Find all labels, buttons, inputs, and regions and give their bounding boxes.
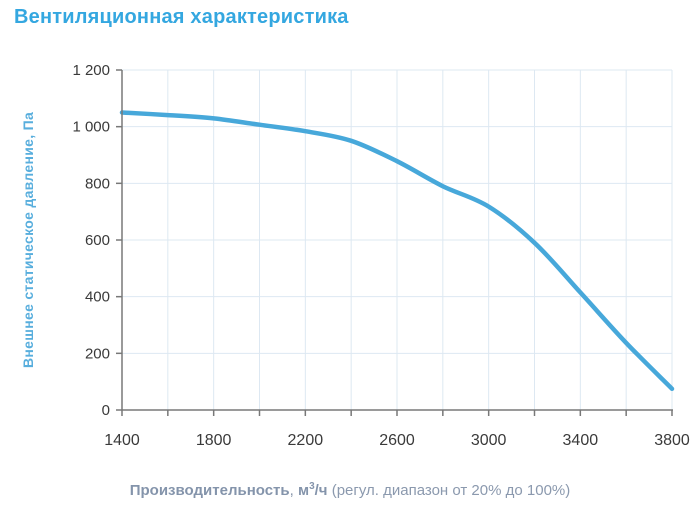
- x-tick-label: 2200: [288, 432, 324, 449]
- y-tick-label: 1 200: [72, 62, 110, 79]
- x-axis-unit-sup: 3: [309, 481, 315, 492]
- x-axis-title: Производительность, м3/ч (регул. диапазо…: [0, 481, 700, 500]
- x-tick-label: 3000: [471, 432, 507, 449]
- y-tick-label: 0: [102, 402, 110, 419]
- x-tick-label: 1400: [104, 432, 140, 449]
- x-tick-label: 2600: [379, 432, 415, 449]
- x-tick-label: 3800: [654, 432, 690, 449]
- x-axis-note: (регул. диапазон от 20% до 100%): [327, 482, 571, 499]
- x-axis-unit: м3/ч: [297, 481, 328, 500]
- x-axis-unit-rest: /ч: [314, 482, 328, 499]
- fan-curve: [119, 110, 675, 392]
- y-tick-label: 1 000: [72, 119, 110, 136]
- y-tick-label: 600: [85, 232, 110, 249]
- y-tick-label: 400: [85, 289, 110, 306]
- x-tick-label: 3400: [563, 432, 599, 449]
- x-axis-name: Производительность: [129, 482, 290, 499]
- x-axis-unit-base: м: [297, 482, 310, 499]
- x-axis-separator: ,: [289, 482, 298, 499]
- x-tick-label: 1800: [196, 432, 232, 449]
- y-tick-label: 800: [85, 175, 110, 192]
- chart-title: Вентиляционная характеристика: [14, 6, 349, 28]
- y-tick-label: 200: [85, 345, 110, 362]
